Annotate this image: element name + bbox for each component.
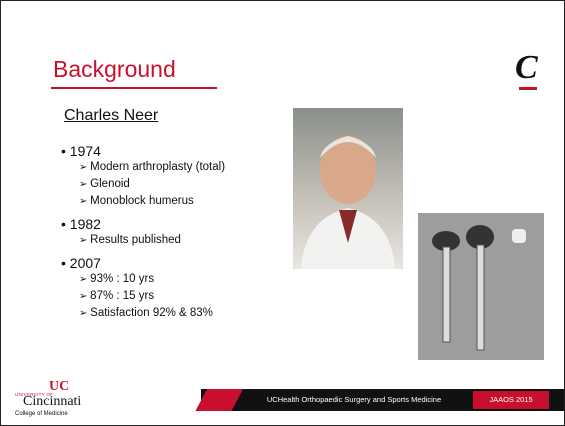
page: {"slide": { "title": "Background", "logo… — [0, 0, 565, 426]
university-name: Cincinnati — [23, 394, 81, 410]
bullet: 1982 — [61, 216, 225, 232]
prosthesis-drawing — [418, 213, 544, 360]
subtitle: Charles Neer — [64, 107, 158, 125]
prosthesis-photo — [418, 213, 544, 360]
sub-bullet: Glenoid — [79, 176, 225, 193]
portrait-drawing — [293, 108, 403, 269]
sub-bullet: 87% : 15 yrs — [79, 288, 225, 305]
college-name: College of Medicine — [15, 411, 68, 417]
footer-text: UCHealth Orthopaedic Surgery and Sports … — [241, 395, 467, 404]
sub-bullet: Modern arthroplasty (total) — [79, 159, 225, 176]
title-rule — [51, 87, 217, 89]
slide-title: Background — [53, 56, 176, 83]
sub-bullet: Satisfaction 92% & 83% — [79, 305, 225, 322]
slide: Background C Charles Neer 1974Modern art… — [0, 0, 565, 426]
bullet: 1974 — [61, 143, 225, 159]
footer-cover — [181, 411, 565, 426]
portrait-photo — [293, 108, 403, 269]
bullet: 2007 — [61, 255, 225, 271]
bullet-list: 1974Modern arthroplasty (total)GlenoidMo… — [61, 137, 225, 322]
sub-bullet: Monoblock humerus — [79, 193, 225, 210]
sub-bullet: Results published — [79, 232, 225, 249]
logo: C — [515, 49, 538, 87]
logo-bar — [519, 87, 537, 90]
sub-bullet: 93% : 10 yrs — [79, 271, 225, 288]
citation: JAAOS 2015 — [473, 395, 549, 404]
